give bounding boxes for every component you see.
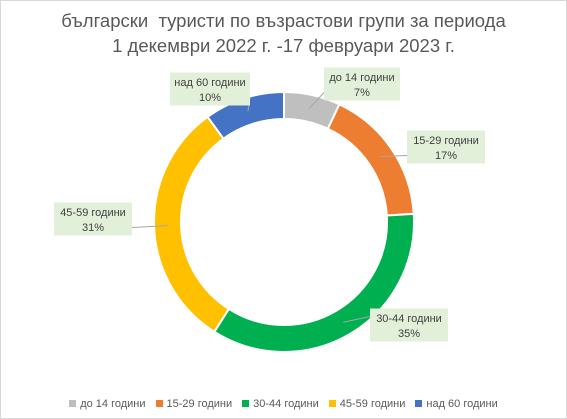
data-label-value-30-44-години: 35% [398,328,420,340]
leader-line-30-44-години [343,316,371,323]
legend-label-30-44-години: 30-44 години [253,398,319,410]
data-label-category-над-60-години: над 60 години [174,77,245,89]
legend-item-45-59-години: 45-59 години [328,398,406,410]
data-label-value-над-60-години: 10% [199,92,221,104]
legend-label-над-60-години: над 60 години [426,398,498,410]
legend-item-над-60-години: над 60 години [415,398,498,410]
data-label-category-до-14-години: до 14 години [329,72,394,84]
data-label-category-45-59-години: 45-59 години [60,207,126,219]
chart-title: български туристи по възрастови групи за… [0,8,567,58]
slice-15-29-години [326,103,415,217]
chart-title-line-1: български туристи по възрастови групи за… [61,10,506,31]
chart-title-line-2: 1 декември 2022 г. -17 февруари 2023 г. [112,35,455,56]
data-label-value-до-14-години: 7% [354,87,370,99]
legend-item-до-14-години: до 14 години [69,398,146,410]
legend-label-до-14-години: до 14 години [80,398,146,410]
slice-45-59-години [153,115,231,334]
legend-swatch-до-14-години [69,400,77,407]
data-label-category-15-29-години: 15-29 години [413,135,479,147]
data-label-box-над-60-години [170,72,250,106]
data-label-box-до-14-години [324,67,400,101]
legend-swatch-45-59-години [328,400,336,407]
data-labels: до 14 години 7% 15-29 години 17% 30-44 годин… [54,67,485,342]
legend-swatch-15-29-години [155,400,163,407]
data-label-box-45-59-години [54,202,132,236]
data-label-box-30-44-години [370,308,448,342]
chart-legend: до 14 години 15-29 години 30-44 години 45-5… [0,398,567,410]
data-label-value-15-29-години: 17% [435,150,457,162]
data-label-category-30-44-години: 30-44 години [376,313,442,325]
data-label-value-45-59-години: 31% [82,222,104,234]
legend-swatch-над-60-години [415,400,423,407]
legend-label-15-29-години: 15-29 години [166,398,233,410]
legend-item-30-44-години: 30-44 години [242,398,319,410]
legend-item-15-29-години: 15-29 години [155,398,233,410]
legend-label-45-59-години: 45-59 години [339,398,406,410]
data-label-box-15-29-години [407,130,485,164]
leader-line-15-29-години [380,155,408,158]
leader-line-45-59-години [131,225,168,228]
leader-line-до-14-години [309,92,325,109]
legend-swatch-30-44-години [242,400,250,407]
